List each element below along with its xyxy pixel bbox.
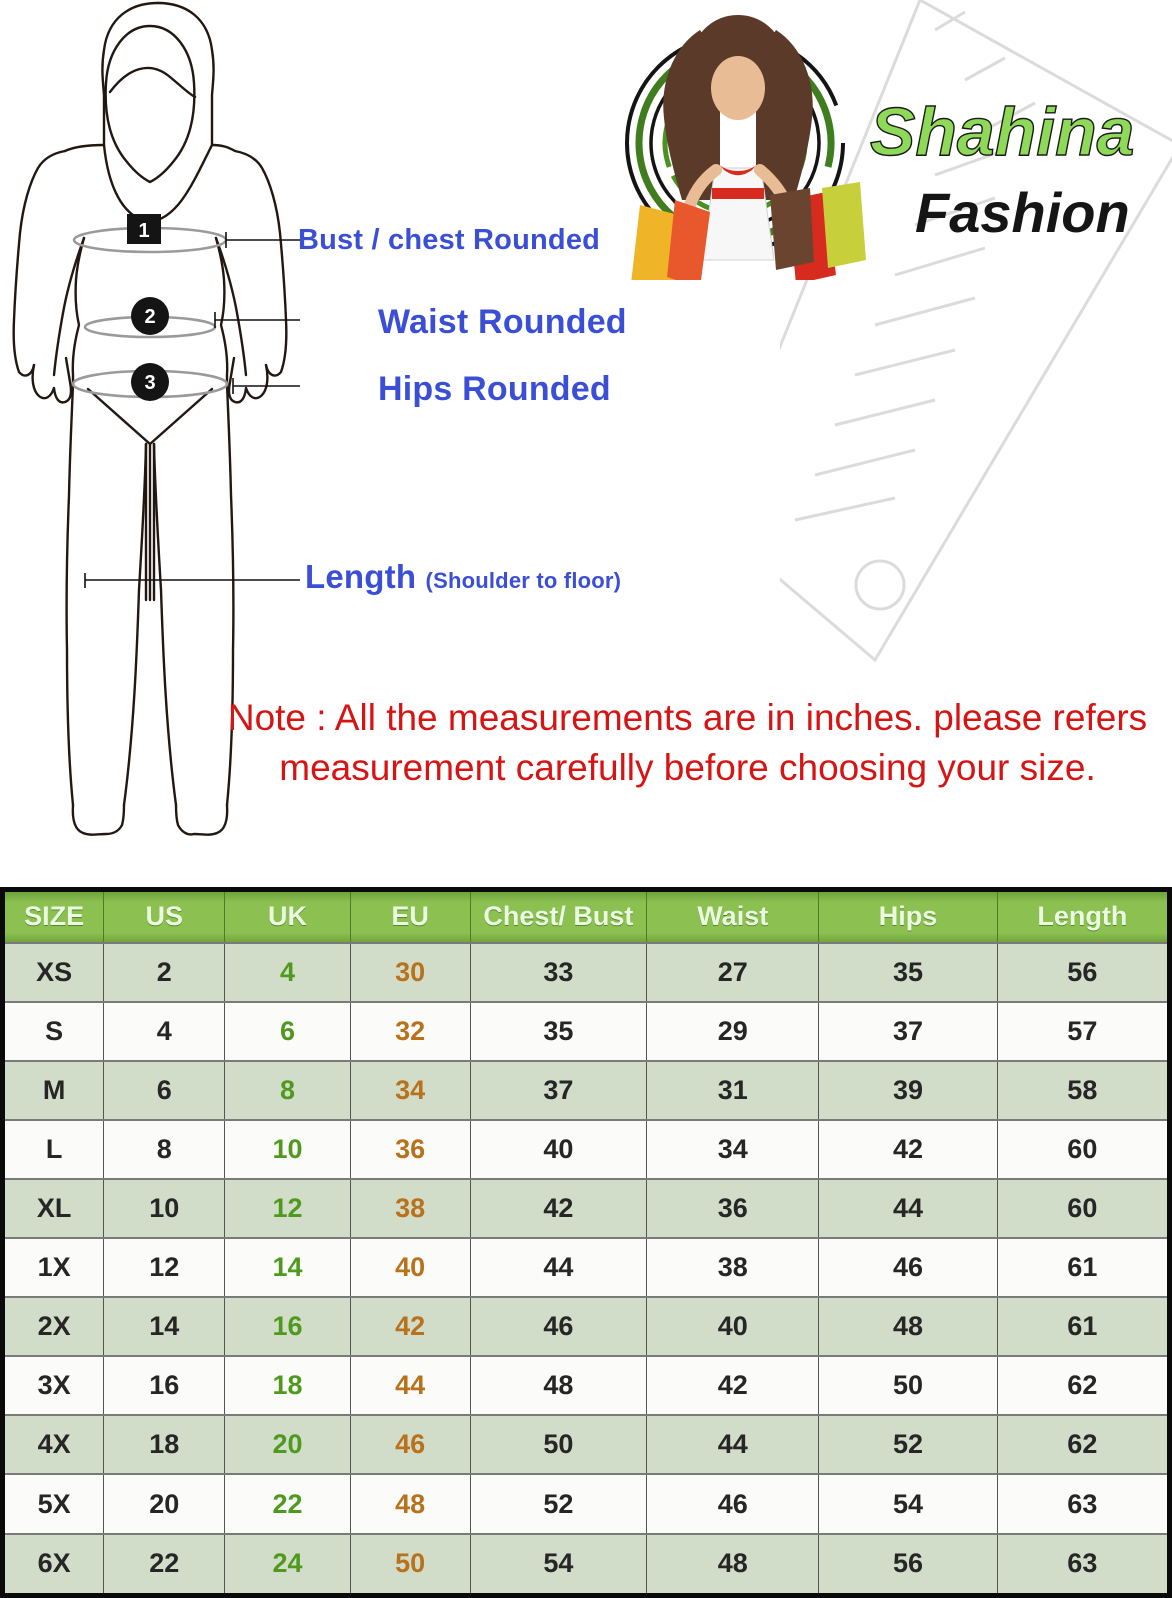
svg-text:2: 2 <box>144 306 155 328</box>
svg-text:Fashion: Fashion <box>915 181 1130 244</box>
svg-text:Shahina: Shahina <box>870 94 1135 170</box>
svg-text:3: 3 <box>144 372 155 394</box>
svg-text:1: 1 <box>138 220 149 242</box>
